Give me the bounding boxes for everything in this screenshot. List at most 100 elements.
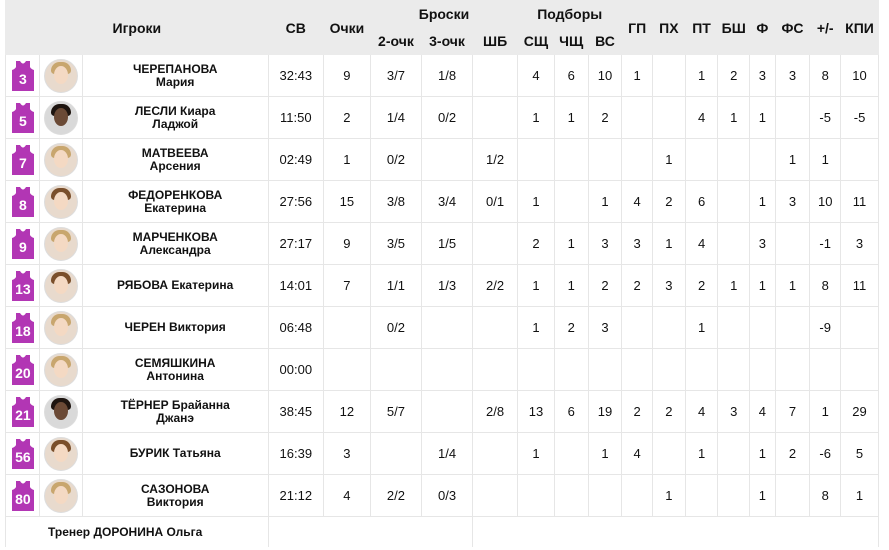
stat-time: 06:48	[267, 306, 324, 349]
stat-steals	[652, 54, 686, 97]
header-three-pt: 3-очк	[420, 27, 474, 55]
player-name[interactable]: МАРЧЕНКОВА Александра	[83, 230, 268, 257]
header-time: СВ	[267, 0, 324, 55]
player-name-cell[interactable]: МАРЧЕНКОВА Александра	[81, 222, 269, 265]
player-name-line2: Виктория	[146, 494, 204, 509]
player-name-cell[interactable]: ЛЕСЛИ Киара Ладжой	[81, 96, 269, 139]
stat-fouls-drawn	[774, 222, 811, 265]
player-name[interactable]: МАТВЕЕВА Арсения	[83, 146, 268, 173]
stat-time: 38:45	[267, 390, 324, 433]
stat-three-pt	[420, 306, 474, 349]
stat-efficiency: 11	[840, 264, 879, 307]
player-name[interactable]: САЗОНОВА Виктория	[83, 482, 268, 509]
avatar-cell	[38, 138, 83, 181]
coach-name: Тренер ДОРОНИНА Ольга	[5, 516, 269, 547]
player-row[interactable]: 56 БУРИК Татьяна 16:39 3 1/4 1 1 4 1 1 2 -6 5	[5, 432, 879, 475]
jersey-number: 80	[15, 490, 31, 507]
stat-free-throws	[472, 306, 519, 349]
stat-free-throws: 2/8	[472, 390, 519, 433]
stat-two-pt: 2/2	[369, 474, 423, 517]
player-name-cell[interactable]: ЧЕРЕН Виктория	[81, 306, 269, 349]
jersey-cell: 80	[5, 474, 40, 517]
jersey-icon: 7	[11, 144, 34, 175]
jersey-cell: 20	[5, 348, 40, 391]
stat-assists: 1	[621, 54, 653, 97]
player-name[interactable]: ТЁРНЕР Брайанна Джанэ	[83, 398, 268, 425]
player-name[interactable]: ФЕДОРЕНКОВА Екатерина	[83, 188, 268, 215]
stat-two-pt: 3/8	[369, 180, 423, 223]
player-row[interactable]: 3 ЧЕРЕПАНОВА Мария 32:43 9 3/7 1/8 4 6 10 1 1 2 3 3 8 10	[5, 54, 879, 97]
player-name-line1: БУРИК Татьяна	[129, 446, 221, 460]
stat-turnovers	[684, 138, 719, 181]
avatar	[43, 268, 78, 303]
player-name-line2: Екатерина	[144, 200, 207, 215]
stat-points: 2	[322, 96, 371, 139]
player-name-cell[interactable]: БУРИК Татьяна	[81, 432, 269, 475]
player-name-cell[interactable]: САЗОНОВА Виктория	[81, 474, 269, 517]
stat-two-pt: 3/7	[369, 54, 423, 97]
player-name-cell[interactable]: ЧЕРЕПАНОВА Мария	[81, 54, 269, 97]
stat-steals	[652, 432, 686, 475]
jersey-cell: 13	[5, 264, 40, 307]
player-name[interactable]: ЛЕСЛИ Киара Ладжой	[83, 104, 268, 131]
jersey-icon: 5	[11, 102, 34, 133]
stat-plus-minus: -9	[809, 306, 842, 349]
stat-blocks	[717, 348, 751, 391]
jersey-cell: 3	[5, 54, 40, 97]
stat-time: 16:39	[267, 432, 324, 475]
stat-blocks	[717, 180, 751, 223]
stat-free-throws	[472, 474, 519, 517]
jersey-number: 20	[15, 364, 31, 381]
player-name[interactable]: ЧЕРЕПАНОВА Мария	[83, 62, 268, 89]
stat-points: 7	[322, 264, 371, 307]
player-name-cell[interactable]: МАТВЕЕВА Арсения	[81, 138, 269, 181]
stat-blocks: 2	[717, 54, 751, 97]
stat-reb-off	[553, 474, 589, 517]
jersey-number: 56	[15, 448, 31, 465]
header-shots: Броски	[369, 0, 519, 28]
stat-assists: 4	[621, 180, 653, 223]
stat-three-pt: 1/3	[420, 264, 474, 307]
player-row[interactable]: 20 СЕМЯШКИНА Антонина 00:00	[5, 348, 879, 391]
stat-efficiency: 29	[840, 390, 879, 433]
player-name-cell[interactable]: ФЕДОРЕНКОВА Екатерина	[81, 180, 269, 223]
header-plus-minus: +/-	[809, 0, 842, 55]
avatar	[43, 394, 78, 429]
jersey-icon: 3	[11, 60, 34, 91]
player-row[interactable]: 13 РЯБОВА Екатерина 14:01 7 1/1 1/3 2/2 1 1 2 2 3 2 1…	[5, 264, 879, 307]
stat-efficiency: 10	[840, 54, 879, 97]
player-name-cell[interactable]: РЯБОВА Екатерина	[81, 264, 269, 307]
player-row[interactable]: 18 ЧЕРЕН Виктория 06:48 0/2 1 2 3 1 -9	[5, 306, 879, 349]
player-name[interactable]: ЧЕРЕН Виктория	[83, 321, 268, 334]
player-row[interactable]: 7 МАТВЕЕВА Арсения 02:49 1 0/2 1/2 1 1 1	[5, 138, 879, 181]
player-row[interactable]: 80 САЗОНОВА Виктория 21:12 4 2/2 0/3 1 1 8 1	[5, 474, 879, 517]
player-row[interactable]: 5 ЛЕСЛИ Киара Ладжой 11:50 2 1/4 0/2 1 1 2 4 1 1 -5 -5	[5, 96, 879, 139]
jersey-cell: 56	[5, 432, 40, 475]
player-name-cell[interactable]: СЕМЯШКИНА Антонина	[81, 348, 269, 391]
player-name[interactable]: РЯБОВА Екатерина	[83, 279, 268, 292]
stat-time: 32:43	[267, 54, 324, 97]
header-row-2: 2-очк 3-очк ШБ СЩ ЧЩ ВС	[6, 27, 879, 55]
stat-assists	[621, 474, 653, 517]
stat-assists: 2	[621, 264, 653, 307]
stat-fouls	[749, 348, 776, 391]
stat-time: 14:01	[267, 264, 324, 307]
jersey-number: 5	[18, 112, 27, 129]
stat-turnovers: 4	[684, 222, 719, 265]
player-name[interactable]: БУРИК Татьяна	[83, 447, 268, 460]
stat-three-pt: 1/4	[420, 432, 474, 475]
player-row[interactable]: 21 ТЁРНЕР Брайанна Джанэ 38:45 12 5/7 2/8 13 6 19…	[5, 390, 879, 433]
player-row[interactable]: 8 ФЕДОРЕНКОВА Екатерина 27:56 15 3/8 3/4 0/1 1 1 4…	[5, 180, 879, 223]
player-name-cell[interactable]: ТЁРНЕР Брайанна Джанэ	[81, 390, 269, 433]
player-name[interactable]: СЕМЯШКИНА Антонина	[83, 356, 268, 383]
box-score-table: Игроки СВ Очки Броски Подборы ГП ПХ ПТ Б…	[5, 0, 879, 547]
player-row[interactable]: 9 МАРЧЕНКОВА Александра 27:17 9 3/5 1/5 2 1 3 3 1 4 3…	[5, 222, 879, 265]
stat-blocks: 3	[717, 390, 751, 433]
stat-three-pt: 3/4	[420, 180, 474, 223]
stat-assists	[621, 348, 653, 391]
stat-free-throws: 1/2	[472, 138, 519, 181]
stat-points: 15	[322, 180, 371, 223]
stat-fouls: 1	[749, 96, 776, 139]
avatar-cell	[38, 222, 83, 265]
stat-plus-minus: 8	[809, 474, 842, 517]
